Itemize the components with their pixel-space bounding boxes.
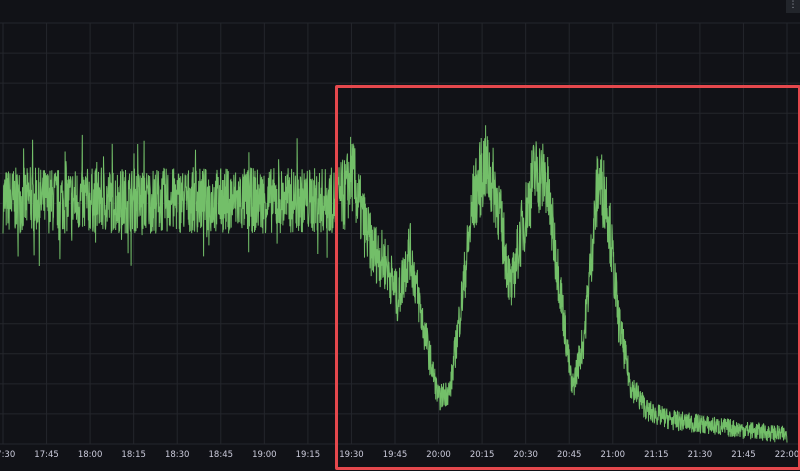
x-tick-label: 18:45 — [209, 450, 234, 460]
x-tick-label: 18:00 — [78, 450, 103, 460]
x-tick-label: 19:00 — [252, 450, 277, 460]
series-line — [2, 125, 788, 443]
x-tick-label: 20:30 — [513, 450, 538, 460]
x-tick-label: 21:00 — [601, 450, 626, 460]
x-tick-label: 21:15 — [644, 450, 669, 460]
x-axis-ticks: 17:30 17:45 18:00 18:15 18:30 18:45 19:00 19:15… — [0, 450, 799, 460]
kebab-menu-icon[interactable]: ⋮ — [786, 0, 800, 13]
x-tick-label: 18:30 — [165, 450, 190, 460]
x-tick-label: 18:15 — [121, 450, 146, 460]
grid — [0, 22, 800, 445]
x-tick-label: 21:30 — [688, 450, 713, 460]
x-tick-label: 19:30 — [339, 450, 364, 460]
x-tick-label: 20:15 — [470, 450, 495, 460]
x-tick-label: 20:45 — [557, 450, 582, 460]
x-tick-label: 19:45 — [383, 450, 408, 460]
x-tick-label: 17:30 — [0, 450, 15, 460]
x-tick-label: 21:45 — [731, 450, 756, 460]
x-tick-label: 20:00 — [426, 450, 451, 460]
x-tick-label: 19:15 — [296, 450, 321, 460]
x-tick-label: 17:45 — [34, 450, 59, 460]
x-tick-label: 22:00 — [775, 450, 800, 460]
